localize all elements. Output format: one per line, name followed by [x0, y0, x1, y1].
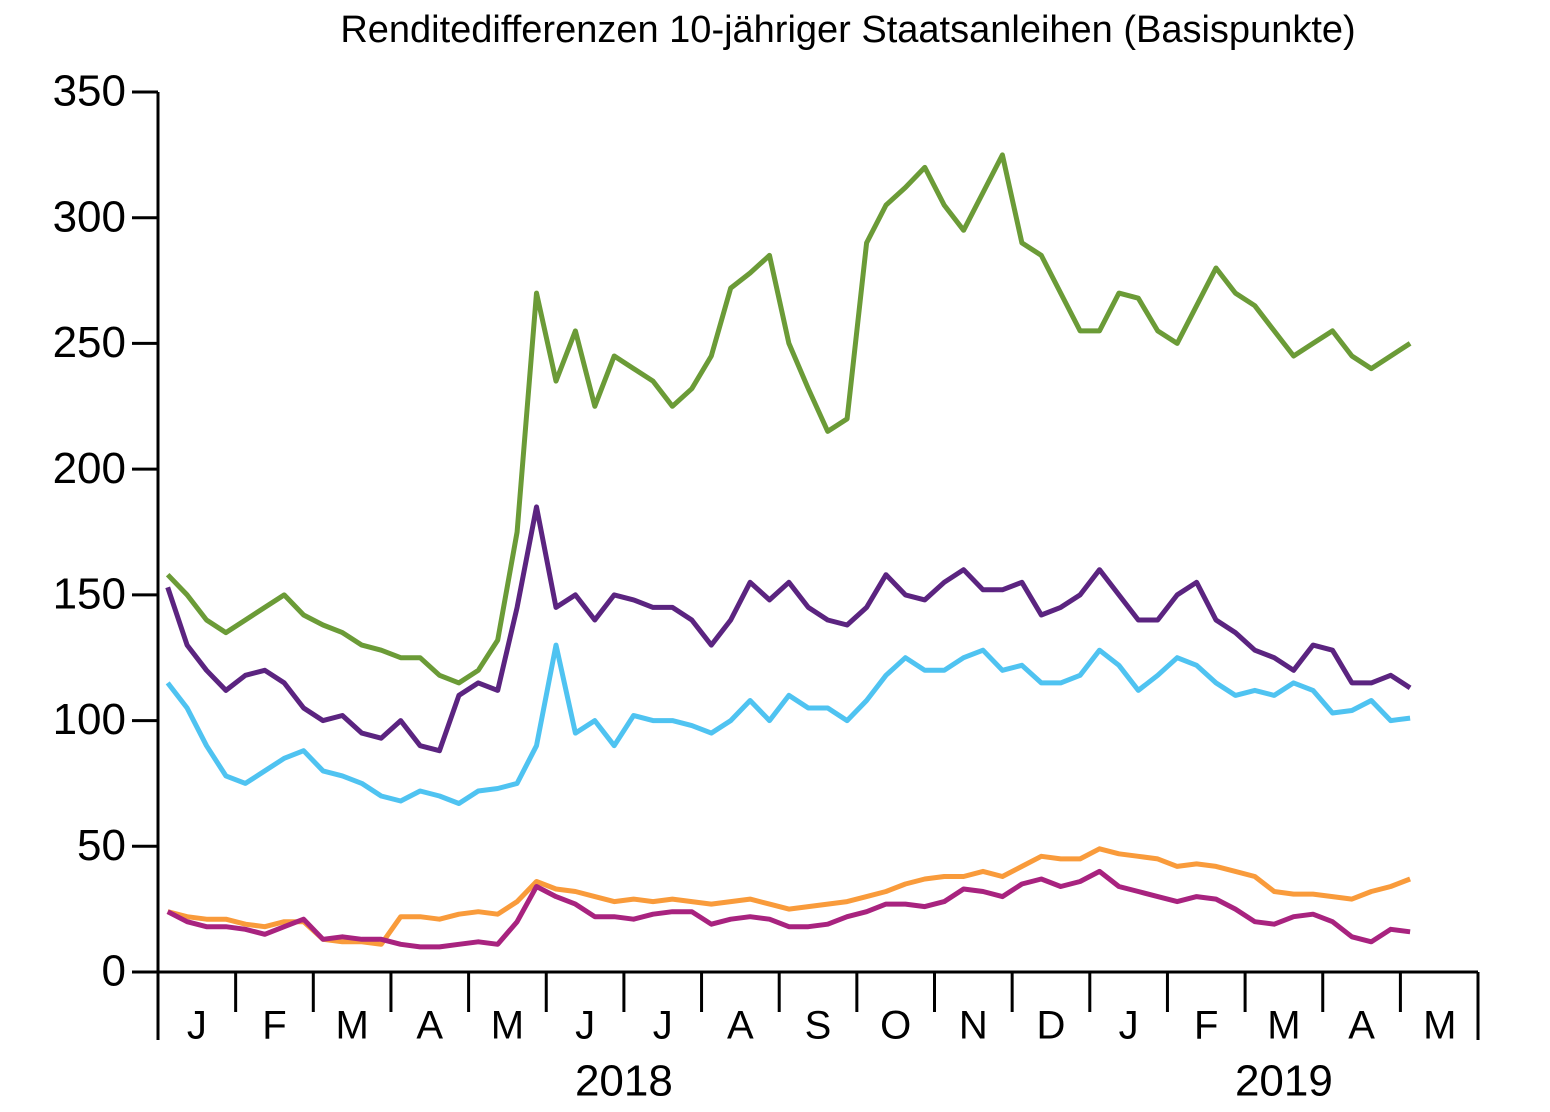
x-tick-label: J: [187, 1004, 207, 1048]
x-tick-label: A: [1348, 1004, 1375, 1048]
x-tick-label: D: [1037, 1004, 1066, 1048]
x-tick-label: F: [262, 1004, 286, 1048]
y-tick-label: 100: [53, 695, 126, 744]
series-line: [165, 642, 1411, 806]
y-tick-label: 250: [53, 318, 126, 367]
year-label: 2019: [1235, 1057, 1333, 1106]
y-tick-label: 300: [53, 192, 126, 241]
chart-title: Renditedifferenzen 10-jähriger Staatsanl…: [340, 9, 1355, 51]
y-tick-label: 50: [77, 821, 126, 870]
x-tick-label: A: [416, 1004, 443, 1048]
x-tick-label: S: [805, 1004, 832, 1048]
x-tick-label: N: [959, 1004, 988, 1048]
x-tick-label: M: [335, 1004, 368, 1048]
series-line: [166, 868, 1411, 950]
series-line: [165, 504, 1412, 754]
y-tick-label: 150: [53, 569, 126, 618]
x-tick-label: M: [1267, 1004, 1300, 1048]
x-tick-label: J: [1119, 1004, 1139, 1048]
year-label: 2018: [575, 1057, 673, 1106]
y-tick-label: 350: [53, 67, 126, 116]
x-tick-label: O: [880, 1004, 911, 1048]
x-tick-label: A: [727, 1004, 754, 1048]
series-line: [165, 152, 1412, 686]
x-tick-label: M: [491, 1004, 524, 1048]
y-tick-label: 200: [53, 444, 126, 493]
x-tick-label: J: [575, 1004, 595, 1048]
x-tick-label: M: [1423, 1004, 1456, 1048]
x-tick-label: J: [653, 1004, 673, 1048]
y-tick-label: 0: [102, 947, 126, 996]
x-tick-label: F: [1194, 1004, 1218, 1048]
series-line: [167, 846, 1412, 947]
